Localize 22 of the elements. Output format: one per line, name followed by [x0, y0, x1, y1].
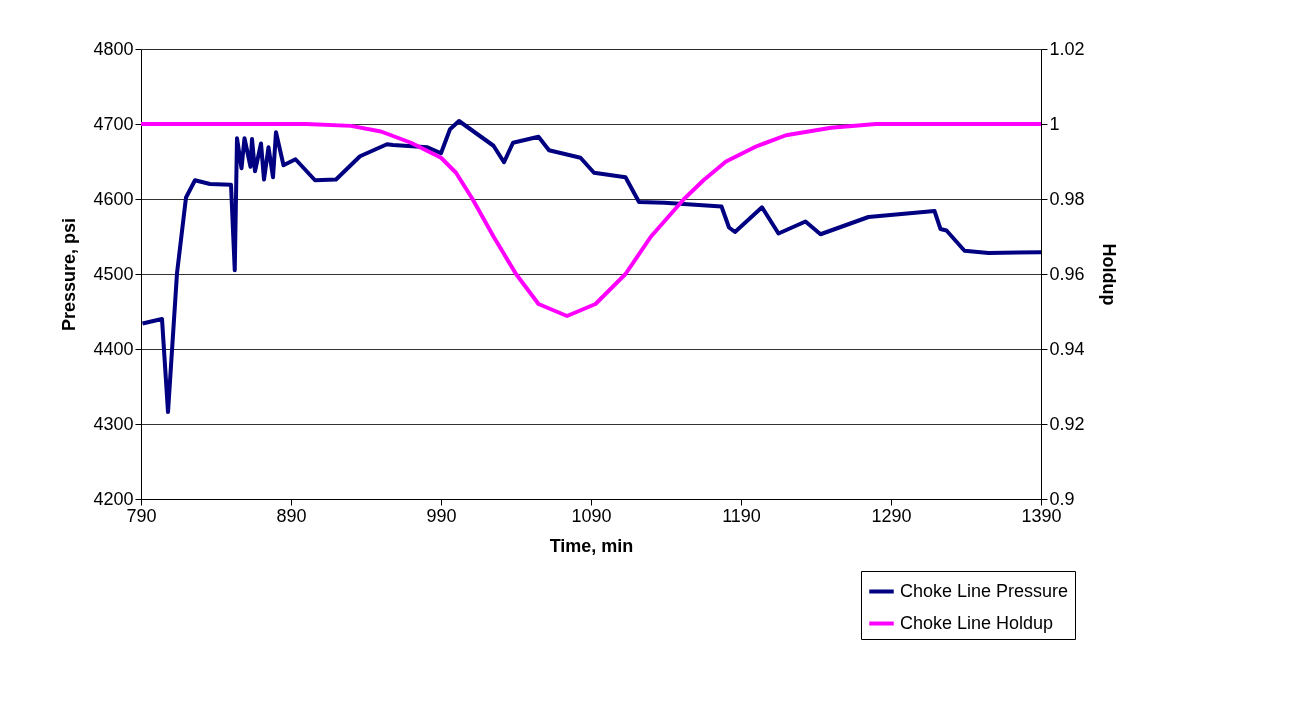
y2-axis-title: Holdup — [1098, 243, 1119, 306]
x-tick-label: 990 — [426, 505, 457, 526]
y2-tick-label: 1.02 — [1049, 38, 1085, 59]
y-tick-label: 4700 — [93, 113, 134, 134]
legend-label: Choke Line Holdup — [900, 612, 1054, 633]
y-tick-label: 4500 — [93, 263, 134, 284]
y-tick-label: 4600 — [93, 188, 134, 209]
x-tick-label: 1090 — [571, 505, 612, 526]
y-tick-label: 4800 — [93, 38, 134, 59]
y2-tick-label: 0.92 — [1049, 413, 1085, 434]
y-tick-label: 4400 — [93, 338, 134, 359]
legend-label: Choke Line Pressure — [900, 580, 1069, 601]
y2-tick-label: 1 — [1049, 113, 1060, 134]
y-axis-title: Pressure, psi — [59, 217, 80, 332]
y-tick-label: 4300 — [93, 413, 134, 434]
x-tick-label: 1290 — [871, 505, 912, 526]
x-axis-title: Time, min — [549, 535, 634, 556]
y2-tick-label: 0.96 — [1049, 263, 1085, 284]
x-tick-label: 1190 — [722, 505, 761, 526]
y2-tick-label: 0.98 — [1049, 188, 1085, 209]
y2-tick-label: 0.94 — [1049, 338, 1085, 359]
x-tick-label: 890 — [276, 505, 307, 526]
